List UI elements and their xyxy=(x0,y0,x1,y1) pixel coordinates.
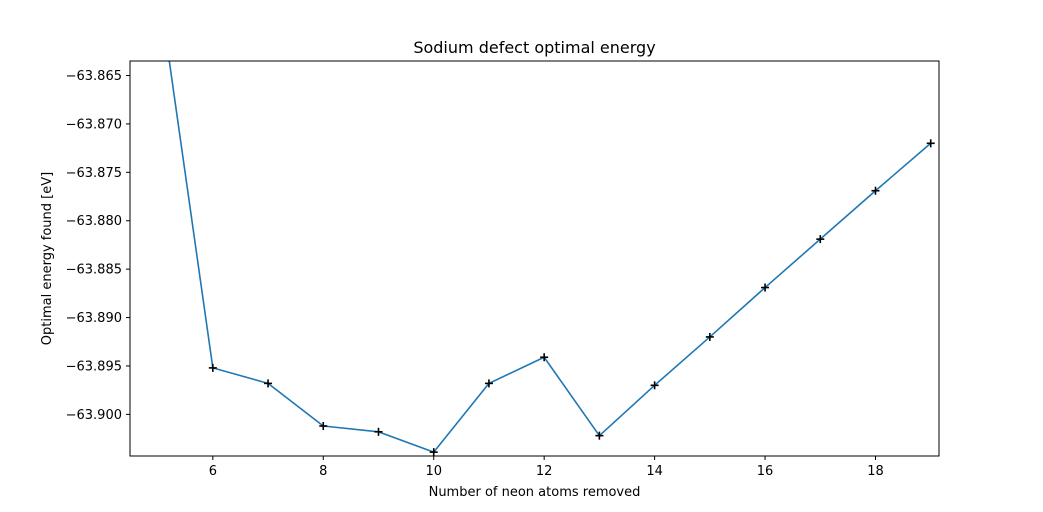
x-tick-label: 14 xyxy=(646,464,663,479)
x-tick-label: 6 xyxy=(209,464,217,479)
data-point-marker xyxy=(208,363,217,372)
data-point-marker xyxy=(705,332,714,341)
data-point-marker xyxy=(926,139,935,148)
data-point-marker xyxy=(871,186,880,195)
data-point-marker xyxy=(816,235,825,244)
y-tick-label: −63.875 xyxy=(66,166,122,181)
x-axis-label: Number of neon atoms removed xyxy=(429,485,641,500)
data-point-marker xyxy=(761,283,770,292)
data-point-marker xyxy=(374,427,383,436)
data-point-marker xyxy=(484,379,493,388)
y-tick-label: −63.870 xyxy=(66,117,122,132)
x-tick-label: 12 xyxy=(536,464,553,479)
y-tick-label: −63.880 xyxy=(66,214,122,229)
data-point-marker xyxy=(540,353,549,362)
data-point-marker xyxy=(650,381,659,390)
data-point-marker xyxy=(319,421,328,430)
y-tick-label: −63.890 xyxy=(66,311,122,326)
y-axis-ticks: −63.865 −63.870 −63.875 −63.880 −63.885 −63.8… xyxy=(66,69,130,423)
series-layer xyxy=(168,61,935,456)
data-point-marker xyxy=(595,431,604,440)
chart-title: Sodium defect optimal energy xyxy=(413,38,655,57)
x-tick-label: 8 xyxy=(319,464,327,479)
y-tick-label: −63.885 xyxy=(66,263,122,278)
y-tick-label: −63.895 xyxy=(66,359,122,374)
y-tick-label: −63.865 xyxy=(66,69,122,84)
y-axis-label: Optimal energy found [eV] xyxy=(40,172,55,345)
x-tick-label: 18 xyxy=(867,464,884,479)
x-axis-ticks: 6 8 10 12 14 16 18 xyxy=(209,456,884,479)
y-tick-label: −63.900 xyxy=(66,408,122,423)
data-point-marker xyxy=(429,448,438,456)
x-tick-label: 16 xyxy=(757,464,774,479)
data-point-marker xyxy=(264,379,273,388)
series-line xyxy=(168,61,932,453)
plot-frame xyxy=(129,60,940,457)
x-tick-label: 10 xyxy=(425,464,442,479)
